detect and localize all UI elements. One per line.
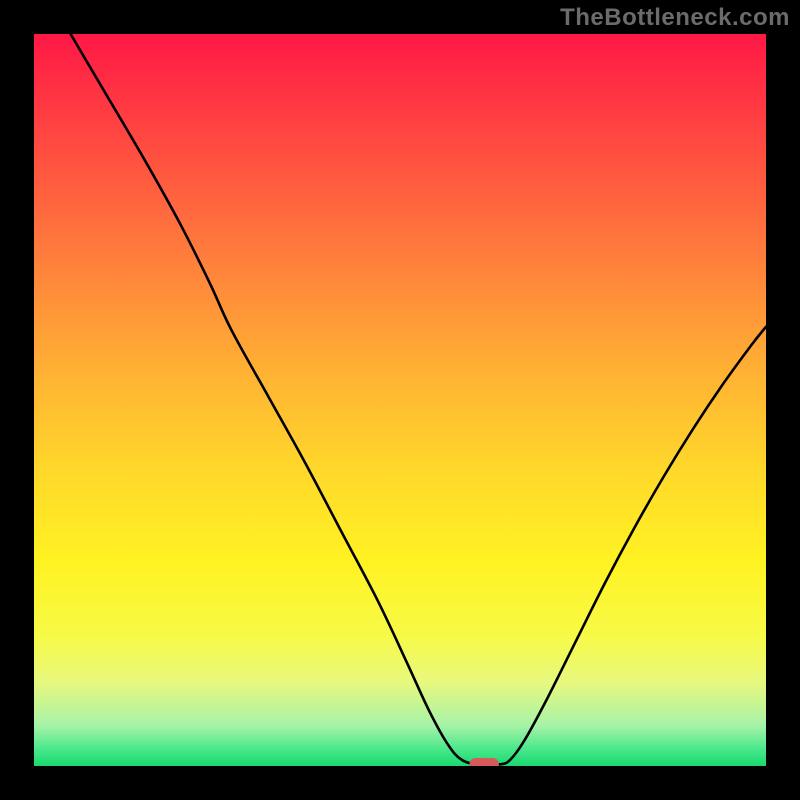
bottleneck-chart-container: TheBottleneck.com: [0, 0, 800, 800]
plot-background: [34, 34, 766, 766]
bottleneck-curve-chart: [0, 0, 800, 800]
